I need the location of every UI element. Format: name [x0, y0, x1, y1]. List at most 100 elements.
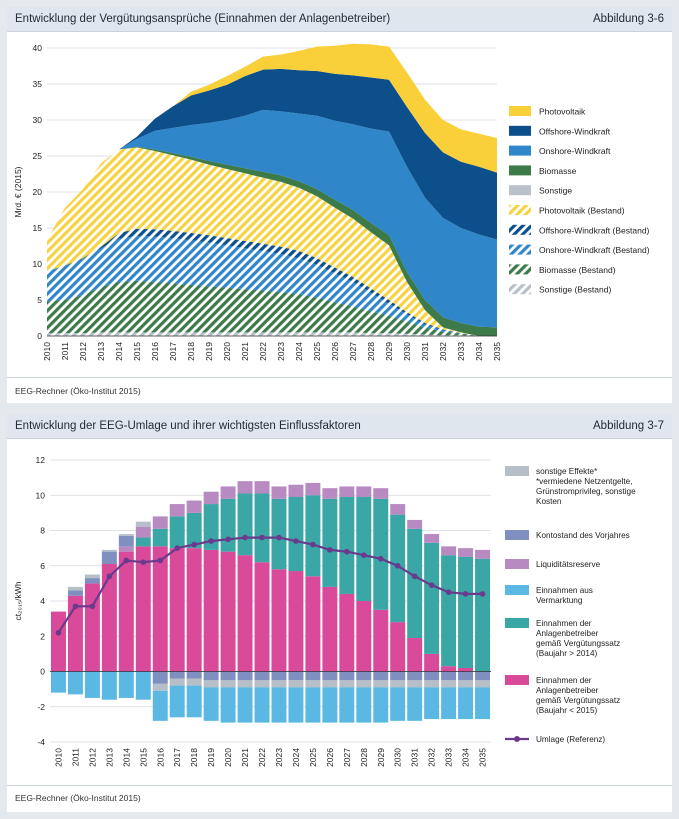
bar-einnahmen-aus-vermarktung	[475, 687, 490, 720]
x-tick-label: 2019	[204, 342, 214, 361]
legend-label: Biomasse	[539, 166, 577, 176]
bar-einnahmen-aus-vermarktung	[373, 687, 389, 723]
bar-kontostand-des-vorjahres	[322, 671, 338, 681]
legend-label: sonstige Effekte*	[536, 467, 598, 476]
bar-liquiditätsreserve	[254, 481, 270, 494]
bar-sonstige-effekte	[424, 680, 440, 688]
x-tick-label: 2020	[222, 342, 232, 361]
x-tick-label: 2014	[121, 748, 131, 767]
bar-einnahmen-der-anlagenbetreiber	[356, 497, 372, 601]
x-tick-label: 2013	[104, 748, 114, 767]
line-point	[360, 552, 367, 558]
x-tick-label: 2025	[308, 748, 318, 767]
bar-liquiditätsreserve	[441, 546, 457, 556]
x-tick-label: 2032	[427, 748, 437, 767]
y-tick-label: 4	[40, 596, 45, 606]
legend-swatch	[509, 205, 531, 215]
x-tick-label: 2013	[96, 342, 106, 361]
bar-einnahmen-aus-vermarktung	[135, 671, 151, 700]
bar-liquiditätsreserve	[305, 482, 321, 496]
bar-liquiditätsreserve	[390, 504, 406, 515]
bar-kontostand-des-vorjahres	[271, 671, 287, 681]
x-tick-label: 2012	[78, 342, 88, 361]
x-tick-label: 2029	[376, 748, 386, 767]
bar-einnahmen-der-anlagenbetreiber	[101, 563, 117, 672]
line-point	[106, 573, 113, 580]
bar-einnahmen-aus-vermarktung	[67, 671, 83, 695]
x-tick-label: 2027	[342, 748, 352, 767]
source-divider-1	[7, 377, 672, 378]
x-tick-label: 2031	[410, 748, 420, 767]
x-tick-label: 2022	[257, 748, 267, 767]
figure-title-2: Entwicklung der EEG-Umlage und ihrer wic…	[15, 420, 361, 432]
bar-liquiditätsreserve	[169, 504, 185, 517]
bar-sonstige-effekte	[186, 678, 202, 686]
legend-swatch	[505, 618, 529, 628]
x-tick-label: 2018	[186, 342, 196, 361]
bar-sonstige-effekte	[322, 680, 338, 688]
bar-einnahmen-der-anlagenbetreiber	[254, 493, 270, 563]
x-tick-label: 2033	[444, 748, 454, 767]
stacked-bar-chart: -4 -2 0 2 4 6 8 10 12 2010 2011 2012 2013 2014 2015 201…	[13, 455, 636, 767]
legend-label: Einnahmen der	[536, 619, 592, 628]
bar-einnahmen-aus-vermarktung	[237, 687, 253, 723]
line-point	[310, 541, 316, 548]
x-tick-label: 2028	[359, 748, 369, 767]
bar-einnahmen-aus-vermarktung	[305, 687, 321, 723]
y-tick-label: 8	[40, 526, 45, 536]
bar-einnahmen-aus-vermarktung	[203, 687, 219, 721]
bar-einnahmen-aus-vermarktung	[424, 687, 440, 720]
bar-kontostand-des-vorjahres	[152, 671, 168, 684]
bar-sonstige-effekte	[305, 680, 321, 688]
x-tick-label: 2014	[114, 342, 124, 361]
bar-liquiditätsreserve	[135, 526, 151, 538]
bar-kontostand-des-vorjahres	[220, 671, 236, 681]
bar-einnahmen-der-anlagenbetreiber	[271, 498, 287, 570]
line-point	[462, 591, 469, 597]
line-point	[72, 603, 79, 610]
legend-label: Liquiditätsreserve	[536, 560, 601, 569]
y-tick-label: -4	[37, 737, 45, 747]
bar-einnahmen-aus-vermarktung	[390, 687, 406, 721]
bar-einnahmen-der-anlagenbetreiber	[118, 551, 134, 672]
y-tick-label: 25	[33, 151, 43, 161]
area-onshore-windkraft-bestand	[47, 235, 497, 336]
x-tick-label: 2031	[420, 342, 430, 361]
bar-liquiditätsreserve	[203, 491, 219, 505]
x-tick-label: 2017	[172, 748, 182, 767]
bar-einnahmen-der-anlagenbetreiber	[67, 595, 83, 672]
line-point	[445, 589, 452, 595]
bar-sonstige-effekte	[203, 680, 219, 688]
legend-label: Vermarktung	[536, 596, 583, 605]
legend-swatch	[509, 145, 531, 156]
legend-label: gemäß Vergütungssatz	[536, 696, 620, 705]
bar-einnahmen-aus-vermarktung	[288, 687, 304, 723]
bar-einnahmen-der-anlagenbetreiber	[237, 493, 253, 556]
area-biomasse-bestand	[47, 280, 497, 336]
bar-sonstige-effekte	[390, 680, 406, 688]
bar-einnahmen-der-anlagenbetreiber	[322, 586, 338, 672]
line-point	[377, 555, 384, 562]
bar-sonstige-effekte	[118, 534, 134, 536]
x-tick-label: 2027	[348, 342, 358, 361]
y-tick-label: 6	[40, 561, 45, 571]
bar-einnahmen-der-anlagenbetreiber	[186, 548, 202, 672]
bar-sonstige-effekte	[220, 680, 236, 688]
bar-einnahmen-der-anlagenbetreiber	[288, 571, 304, 672]
x-tick-label: 2017	[168, 342, 178, 361]
legend-label: Grünstromprivileg, sonstige	[536, 487, 636, 496]
bar-kontostand-des-vorjahres	[101, 551, 117, 564]
legend-swatch	[509, 244, 531, 255]
legend-label: Photovoltaik (Bestand)	[539, 206, 625, 216]
legend-swatch	[505, 466, 529, 476]
source-divider-2	[7, 785, 672, 786]
bar-kontostand-des-vorjahres	[339, 671, 355, 681]
x-tick-label: 2023	[274, 748, 284, 767]
area-photovoltaik-bestand	[47, 147, 497, 336]
y-tick-label: 10	[33, 259, 43, 269]
figure-source-2: EEG-Rechner (Öko-Institut 2015)	[15, 793, 141, 803]
bar-liquiditätsreserve	[424, 534, 440, 543]
bar-einnahmen-der-anlagenbetreiber	[305, 495, 321, 577]
y-axis-label: ct₂₀₁₅/kWh	[13, 581, 23, 620]
